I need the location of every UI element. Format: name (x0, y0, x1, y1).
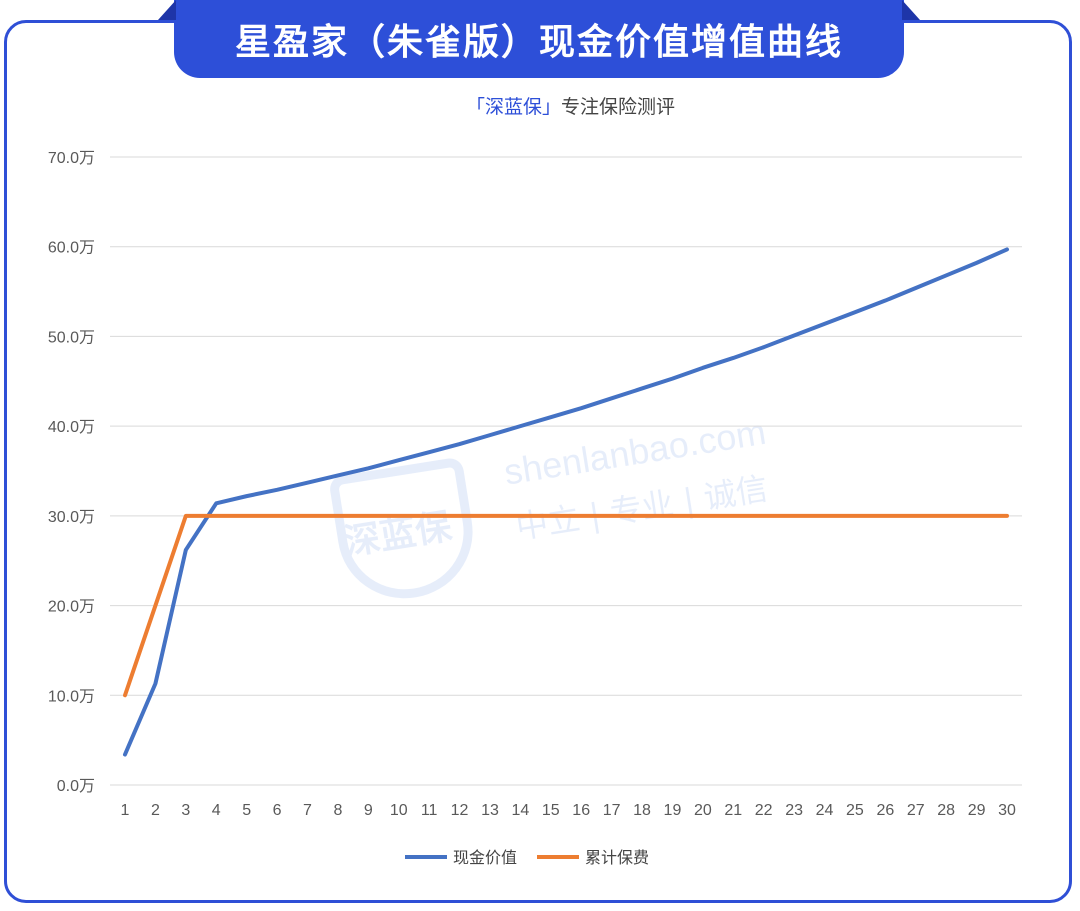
y-tick-label: 30.0万 (48, 509, 95, 526)
y-tick-label: 60.0万 (48, 240, 95, 257)
series-line-2 (123, 513, 1009, 698)
x-tick-label: 15 (542, 802, 560, 819)
chart-subtitle: 「深蓝保」专注保险测评 (466, 92, 675, 119)
x-tick-label: 30 (998, 802, 1016, 819)
x-tick-label: 4 (212, 802, 221, 819)
x-tick-label: 13 (481, 802, 499, 819)
x-tick-label: 20 (694, 802, 712, 819)
y-axis-labels: 0.0万 10.0万 20.0万 30.0万 40.0万 50.0万 60.0万 70.0万 (48, 150, 95, 795)
y-tick-label: 70.0万 (48, 150, 95, 167)
series-line-1 (123, 247, 1009, 757)
chart-frame (4, 20, 1072, 903)
subtitle-text: 专注保险测评 (561, 96, 676, 118)
x-tick-label: 5 (242, 802, 251, 819)
x-tick-label: 17 (603, 802, 621, 819)
x-tick-label: 9 (364, 802, 373, 819)
x-tick-label: 1 (121, 802, 130, 819)
x-tick-label: 18 (633, 802, 651, 819)
x-tick-label: 24 (816, 802, 834, 819)
x-tick-label: 6 (273, 802, 282, 819)
x-tick-label: 26 (876, 802, 894, 819)
x-tick-label: 25 (846, 802, 864, 819)
x-axis-labels: 1 2 3 4 5 6 7 8 9 10 11 12 13 14 15 16 17 18 19 20 21 22 23 24 2… (121, 802, 1016, 819)
title-banner: 星盈家（朱雀版）现金价值增值曲线 (174, 0, 904, 78)
series-lines (123, 247, 1009, 757)
y-tick-label: 40.0万 (48, 419, 95, 436)
y-tick-label: 10.0万 (48, 688, 95, 705)
legend-label-2: 累计保费 (585, 848, 649, 867)
legend: 现金价值 累计保费 (405, 848, 649, 867)
grid-lines (110, 156, 1022, 786)
x-tick-label: 3 (181, 802, 190, 819)
y-tick-label: 50.0万 (48, 329, 95, 346)
x-tick-label: 21 (724, 802, 742, 819)
x-tick-label: 12 (451, 802, 469, 819)
x-tick-label: 28 (937, 802, 955, 819)
x-tick-label: 10 (390, 802, 408, 819)
x-tick-label: 22 (755, 802, 773, 819)
y-tick-label: 20.0万 (48, 599, 95, 616)
x-tick-label: 23 (785, 802, 803, 819)
chart-title: 星盈家（朱雀版）现金价值增值曲线 (234, 22, 843, 63)
x-tick-label: 8 (333, 802, 342, 819)
x-tick-label: 7 (303, 802, 312, 819)
legend-label-1: 现金价值 (453, 848, 517, 867)
x-tick-label: 14 (511, 802, 529, 819)
y-tick-label: 0.0万 (57, 778, 95, 795)
x-tick-label: 11 (421, 802, 438, 819)
subtitle-brand: 「深蓝保」 (466, 96, 562, 118)
x-tick-label: 19 (664, 802, 682, 819)
x-tick-label: 2 (151, 802, 160, 819)
x-tick-label: 29 (968, 802, 986, 819)
x-tick-label: 16 (572, 802, 590, 819)
x-tick-label: 27 (907, 802, 925, 819)
